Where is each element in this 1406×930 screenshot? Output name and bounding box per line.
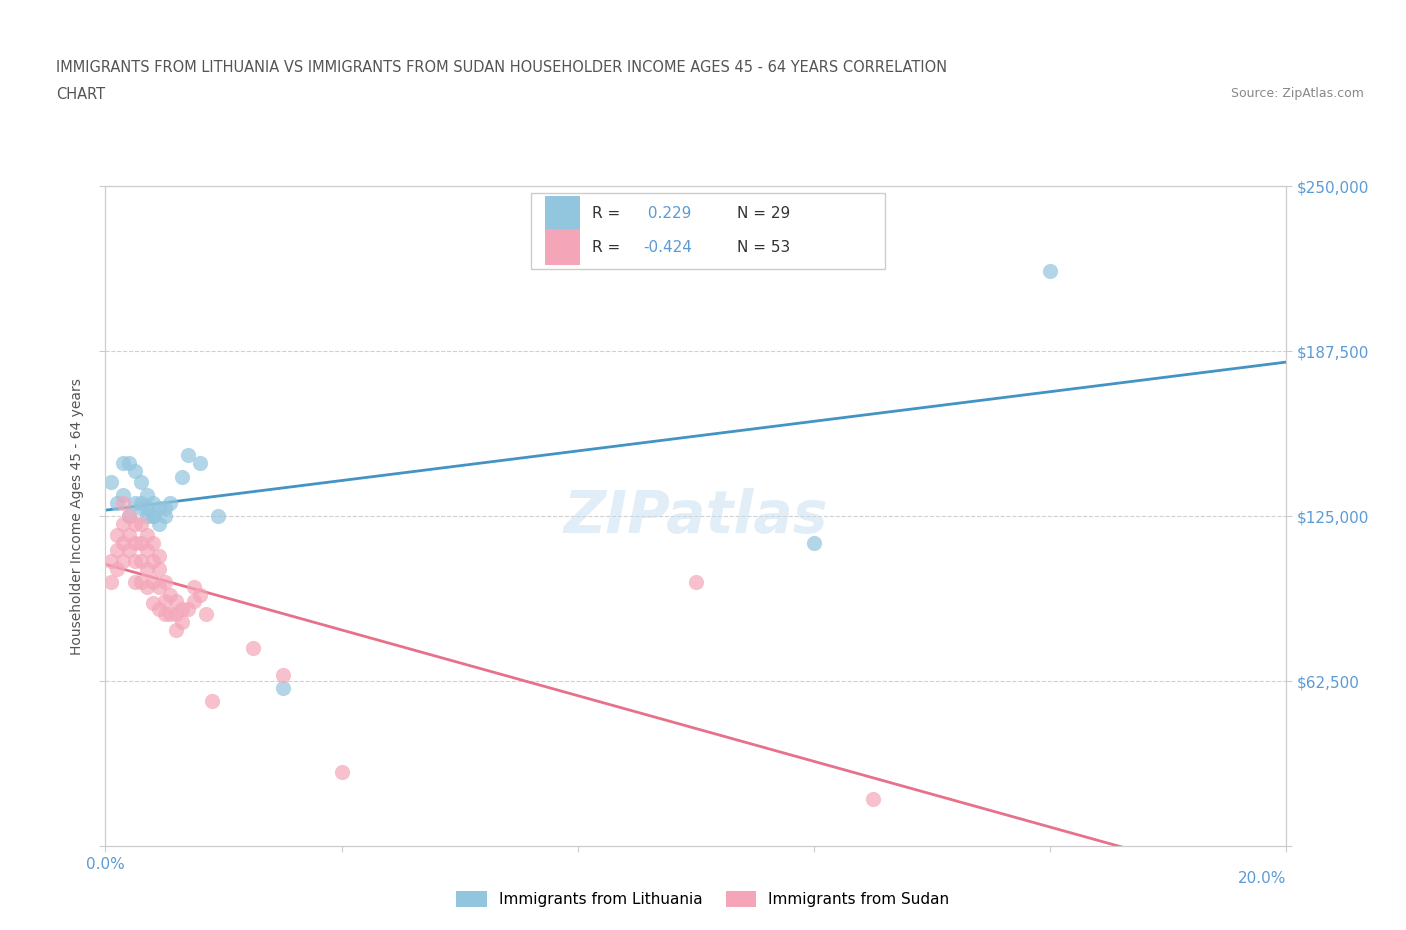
Point	[159, 606, 181, 621]
Point	[135, 527, 157, 542]
Point	[142, 509, 165, 524]
Point	[142, 553, 165, 568]
Point	[148, 500, 170, 515]
Legend: Immigrants from Lithuania, Immigrants from Sudan: Immigrants from Lithuania, Immigrants fr…	[450, 884, 956, 913]
Text: N = 29: N = 29	[737, 206, 790, 221]
Text: ZIPatlas: ZIPatlas	[564, 487, 828, 545]
Point	[183, 580, 205, 595]
Point	[129, 575, 152, 590]
Point	[165, 622, 187, 637]
Point	[142, 509, 165, 524]
Point	[112, 487, 135, 502]
Point	[105, 527, 128, 542]
Point	[148, 562, 170, 577]
Text: IMMIGRANTS FROM LITHUANIA VS IMMIGRANTS FROM SUDAN HOUSEHOLDER INCOME AGES 45 - : IMMIGRANTS FROM LITHUANIA VS IMMIGRANTS …	[56, 60, 948, 75]
Point	[685, 575, 707, 590]
Point	[105, 562, 128, 577]
Point	[803, 535, 825, 550]
Text: R =: R =	[592, 206, 626, 221]
Point	[135, 543, 157, 558]
Point	[172, 615, 194, 630]
Y-axis label: Householder Income Ages 45 - 64 years: Householder Income Ages 45 - 64 years	[70, 378, 84, 655]
Text: CHART: CHART	[56, 87, 105, 102]
Point	[135, 562, 157, 577]
Point	[100, 553, 122, 568]
Point	[148, 580, 170, 595]
Point	[172, 601, 194, 616]
Text: 0.229: 0.229	[643, 206, 692, 221]
Point	[112, 535, 135, 550]
Point	[129, 517, 152, 532]
Point	[148, 601, 170, 616]
Point	[153, 509, 176, 524]
FancyBboxPatch shape	[544, 229, 581, 265]
Point	[330, 764, 353, 779]
Point	[153, 500, 176, 515]
FancyBboxPatch shape	[544, 195, 581, 232]
Text: R =: R =	[592, 240, 626, 255]
Point	[862, 791, 884, 806]
Point	[118, 543, 141, 558]
Point	[142, 496, 165, 511]
Point	[135, 487, 157, 502]
Point	[172, 469, 194, 484]
Point	[118, 527, 141, 542]
Point	[100, 575, 122, 590]
Point	[124, 553, 146, 568]
Point	[129, 500, 152, 515]
Point	[129, 535, 152, 550]
Point	[207, 509, 229, 524]
Point	[112, 456, 135, 471]
Point	[271, 667, 294, 682]
Point	[105, 496, 128, 511]
Point	[271, 681, 294, 696]
Point	[148, 517, 170, 532]
Point	[129, 474, 152, 489]
Point	[135, 509, 157, 524]
Point	[118, 509, 141, 524]
Point	[142, 596, 165, 611]
Point	[153, 593, 176, 608]
Text: Source: ZipAtlas.com: Source: ZipAtlas.com	[1230, 87, 1364, 100]
Point	[112, 553, 135, 568]
Point	[135, 500, 157, 515]
Point	[124, 496, 146, 511]
Point	[183, 593, 205, 608]
Point	[100, 474, 122, 489]
Point	[201, 694, 224, 709]
Point	[124, 575, 146, 590]
Text: 20.0%: 20.0%	[1239, 871, 1286, 886]
Point	[165, 606, 187, 621]
Point	[159, 588, 181, 603]
Point	[105, 543, 128, 558]
Text: -0.424: -0.424	[643, 240, 692, 255]
Point	[118, 456, 141, 471]
Point	[135, 580, 157, 595]
Point	[124, 535, 146, 550]
Text: N = 53: N = 53	[737, 240, 790, 255]
Point	[118, 509, 141, 524]
Point	[129, 496, 152, 511]
Point	[112, 517, 135, 532]
FancyBboxPatch shape	[530, 193, 884, 269]
Point	[177, 448, 200, 463]
Point	[142, 535, 165, 550]
Point	[177, 601, 200, 616]
Point	[159, 496, 181, 511]
Point	[124, 517, 146, 532]
Point	[165, 593, 187, 608]
Point	[148, 549, 170, 564]
Point	[188, 456, 211, 471]
Point	[142, 575, 165, 590]
Point	[153, 575, 176, 590]
Point	[129, 553, 152, 568]
Point	[242, 641, 264, 656]
Point	[124, 464, 146, 479]
Point	[153, 606, 176, 621]
Point	[112, 496, 135, 511]
Point	[188, 588, 211, 603]
Point	[194, 606, 217, 621]
Point	[1039, 263, 1062, 278]
